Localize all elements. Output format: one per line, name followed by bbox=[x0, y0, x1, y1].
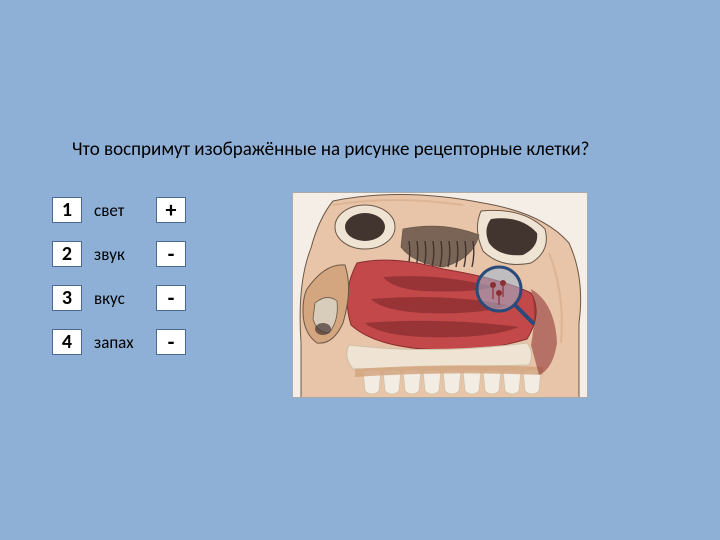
option-number: 3 bbox=[52, 285, 82, 311]
option-label: вкус bbox=[94, 288, 156, 309]
option-row: 2 звук - bbox=[52, 240, 186, 268]
option-row: 4 запах - bbox=[52, 328, 186, 356]
option-answer: + bbox=[156, 197, 186, 223]
nasal-cavity-icon bbox=[293, 193, 588, 398]
question-text: Что воспримут изображённые на рисунке ре… bbox=[72, 138, 590, 161]
option-number: 4 bbox=[52, 329, 82, 355]
option-answer: - bbox=[156, 329, 186, 355]
option-answer: - bbox=[156, 241, 186, 267]
option-row: 1 свет + bbox=[52, 196, 186, 224]
option-label: запах bbox=[94, 332, 156, 353]
option-row: 3 вкус - bbox=[52, 284, 186, 312]
option-label: свет bbox=[94, 200, 156, 221]
option-answer: - bbox=[156, 285, 186, 311]
option-number: 1 bbox=[52, 197, 82, 223]
option-label: звук bbox=[94, 244, 156, 265]
option-number: 2 bbox=[52, 241, 82, 267]
anatomy-figure bbox=[292, 192, 588, 398]
options-list: 1 свет + 2 звук - 3 вкус - 4 запах - bbox=[52, 196, 186, 372]
